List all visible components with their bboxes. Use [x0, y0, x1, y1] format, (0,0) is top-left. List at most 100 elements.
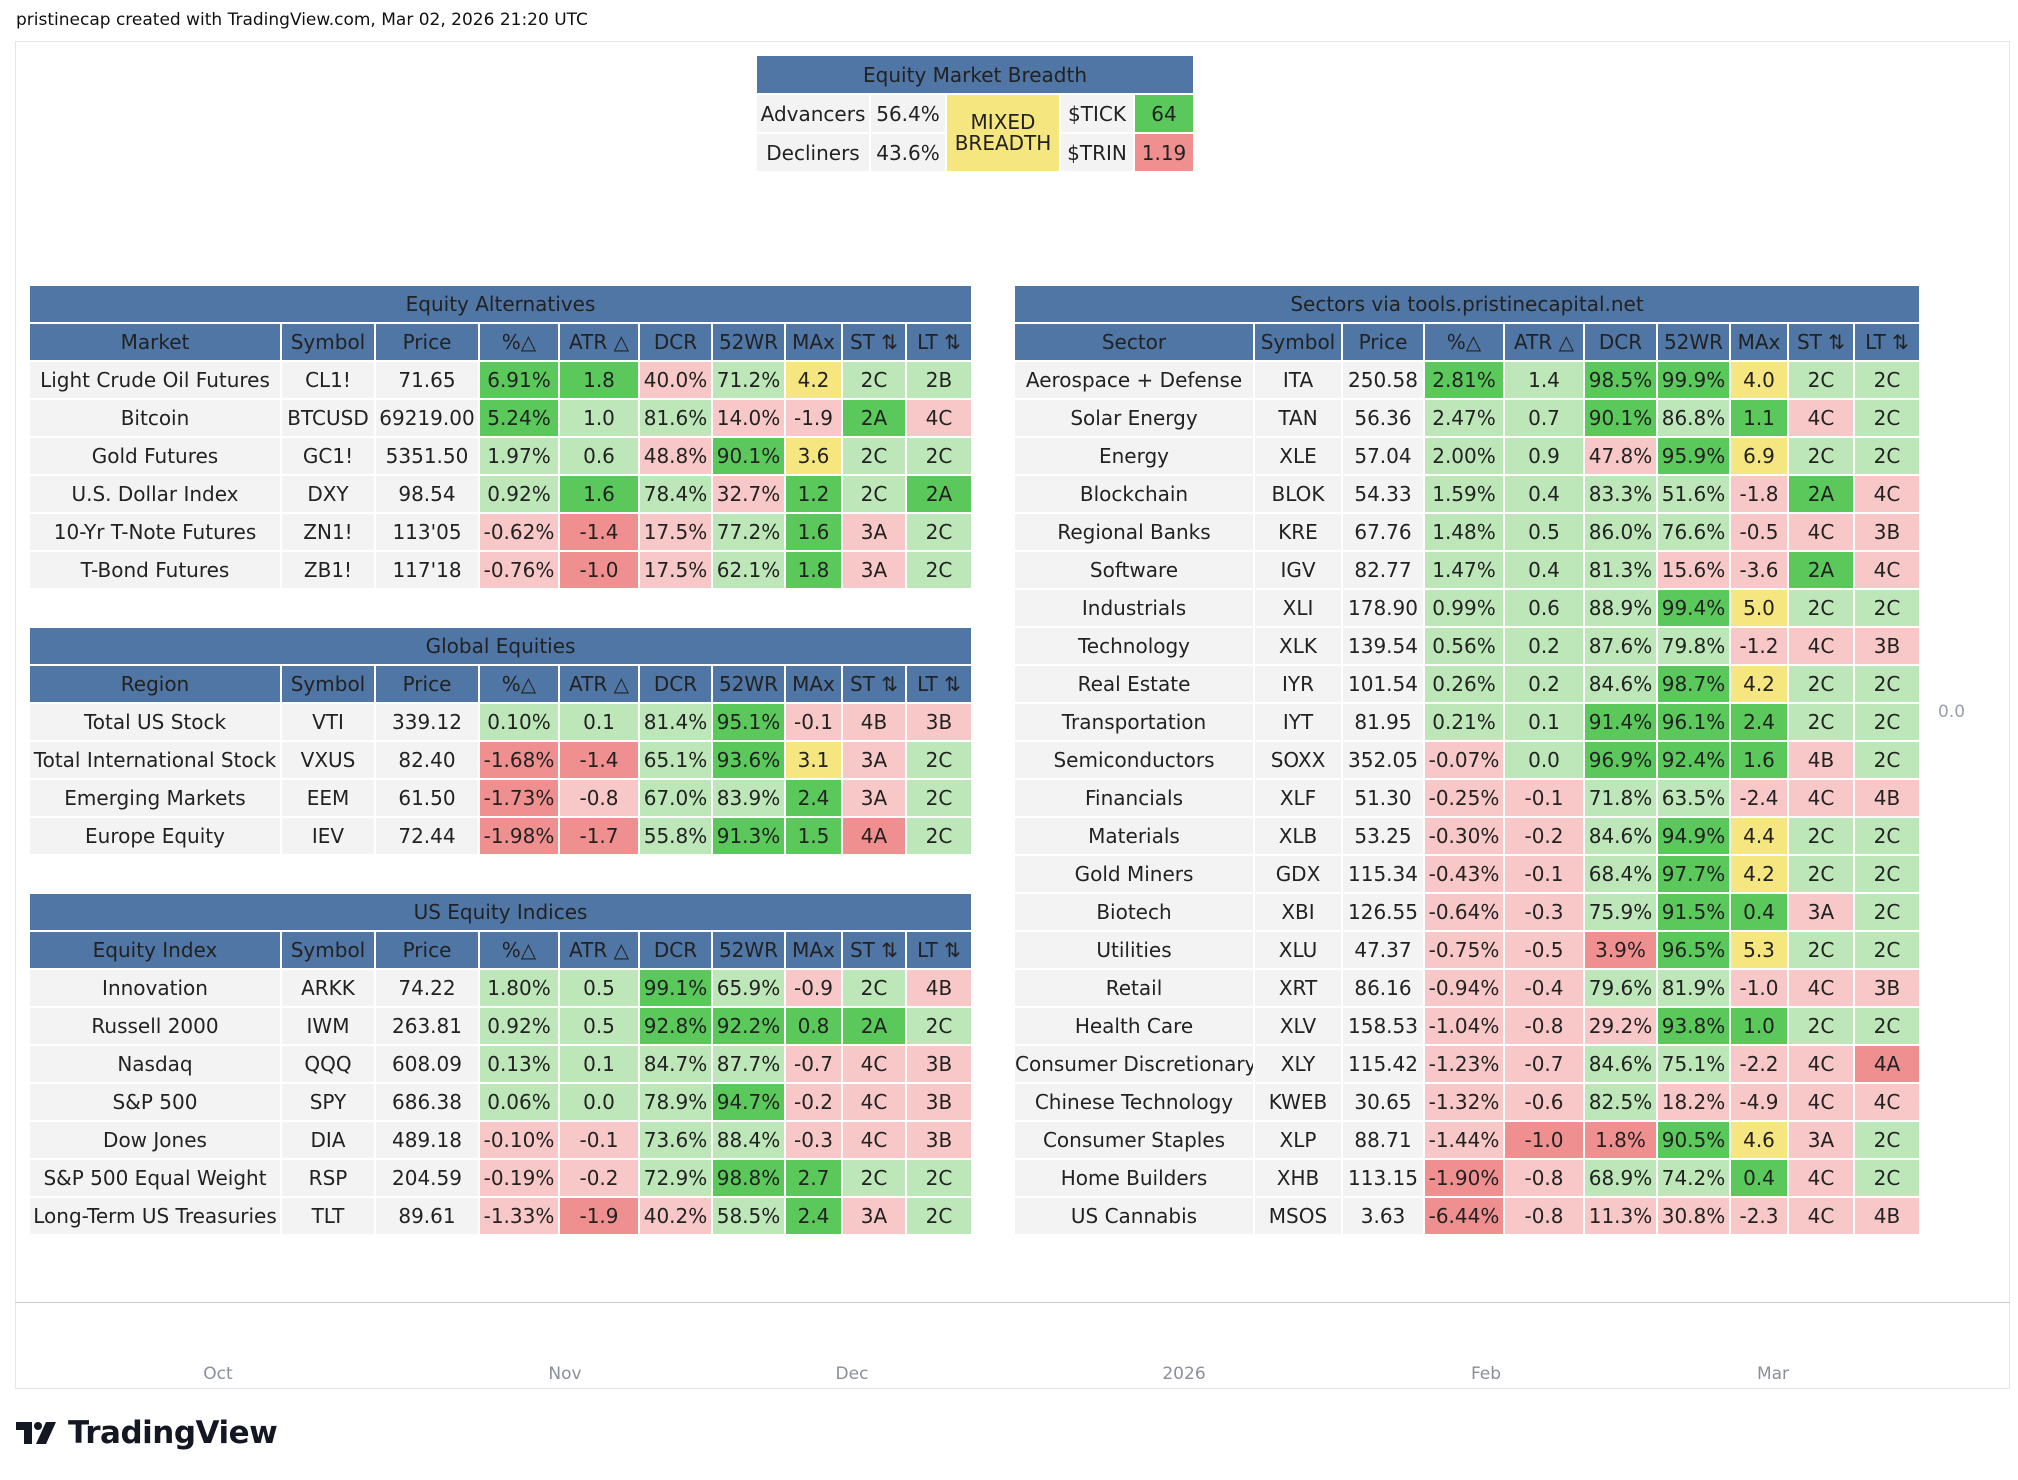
52wr-cell: 97.7%	[1656, 854, 1731, 894]
table-row: Utilities XLU 47.37 -0.75% -0.5 3.9% 96.5% 5.3 2…	[1013, 930, 1922, 970]
atr-change-cell: -0.1	[1503, 854, 1585, 894]
table-row: Long-Term US Treasuries TLT 89.61 -1.33% -1.…	[28, 1196, 974, 1236]
column-header: LT ⇅	[1852, 322, 1922, 362]
52wr-cell: 93.6%	[711, 740, 786, 780]
time-axis-label: 2026	[1162, 1364, 1206, 1384]
52wr-cell: 15.6%	[1656, 550, 1731, 590]
symbol-cell: TAN	[1253, 398, 1343, 438]
pct-change-cell: 2.00%	[1423, 436, 1505, 476]
lt-cell: 4C	[1852, 1082, 1922, 1122]
dcr-cell: 91.4%	[1583, 702, 1658, 742]
tradingview-logo-text: TradingView	[68, 1415, 278, 1451]
equity-alternatives-global-us-indices-table: Equity Alternatives Market Symbol Price %△ AT…	[27, 284, 974, 1236]
table-row: Regional Banks KRE 67.76 1.48% 0.5 86.0% 76.6%…	[1013, 512, 1922, 552]
lt-cell: 2C	[1852, 702, 1922, 742]
atr-change-cell: 1.8	[558, 360, 640, 400]
st-cell: 2C	[1787, 1006, 1855, 1046]
lt-cell: 4B	[904, 968, 974, 1008]
st-cell: 2A	[1787, 474, 1855, 514]
atr-change-cell: -1.4	[558, 512, 640, 552]
name-cell: Emerging Markets	[28, 778, 282, 818]
table-row: Europe Equity IEV 72.44 -1.98% -1.7 55.8% 91.3…	[28, 816, 974, 856]
pct-change-cell: 2.81%	[1423, 360, 1505, 400]
max-cell: 4.0	[1729, 360, 1789, 400]
symbol-cell: XLY	[1253, 1044, 1343, 1084]
table-row: Transportation IYT 81.95 0.21% 0.1 91.4% 96.1%…	[1013, 702, 1922, 742]
lt-cell: 3B	[1852, 968, 1922, 1008]
dcr-cell: 65.1%	[638, 740, 713, 780]
pct-change-cell: -0.76%	[478, 550, 560, 590]
price-cell: 47.37	[1341, 930, 1425, 970]
table-row: Technology XLK 139.54 0.56% 0.2 87.6% 79.8% -1.…	[1013, 626, 1922, 666]
symbol-cell: GDX	[1253, 854, 1343, 894]
table-row: Home Builders XHB 113.15 -1.90% -0.8 68.9% 74.…	[1013, 1158, 1922, 1198]
pct-change-cell: 0.21%	[1423, 702, 1505, 742]
symbol-cell: VXUS	[280, 740, 376, 780]
lt-cell: 2A	[904, 474, 974, 514]
lt-cell: 3B	[1852, 512, 1922, 552]
dcr-cell: 48.8%	[638, 436, 713, 476]
pct-change-cell: 0.56%	[1423, 626, 1505, 666]
tick-value: 64	[1132, 93, 1196, 134]
price-cell: 113.15	[1341, 1158, 1425, 1198]
time-axis-line	[15, 1302, 2010, 1303]
column-header: DCR	[638, 930, 713, 970]
price-cell: 72.44	[374, 816, 480, 856]
table-title: US Equity Indices	[27, 892, 974, 932]
lt-cell: 2C	[904, 1006, 974, 1046]
pct-change-cell: 0.99%	[1423, 588, 1505, 628]
price-cell: 86.16	[1341, 968, 1425, 1008]
table-row: Emerging Markets EEM 61.50 -1.73% -0.8 67.0% 8…	[28, 778, 974, 818]
symbol-cell: TLT	[280, 1196, 376, 1236]
name-cell: Software	[1013, 550, 1255, 590]
atr-change-cell: -1.7	[558, 816, 640, 856]
atr-change-cell: -0.7	[1503, 1044, 1585, 1084]
symbol-cell: BTCUSD	[280, 398, 376, 438]
52wr-cell: 83.9%	[711, 778, 786, 818]
52wr-cell: 94.7%	[711, 1082, 786, 1122]
price-cell: 204.59	[374, 1158, 480, 1198]
atr-change-cell: 0.6	[558, 436, 640, 476]
52wr-cell: 71.2%	[711, 360, 786, 400]
lt-cell: 3B	[904, 1082, 974, 1122]
column-header: LT ⇅	[904, 664, 974, 704]
lt-cell: 2C	[1852, 854, 1922, 894]
atr-change-cell: 1.4	[1503, 360, 1585, 400]
st-cell: 4A	[841, 816, 907, 856]
breadth-title: Equity Market Breadth	[754, 54, 1196, 95]
52wr-cell: 63.5%	[1656, 778, 1731, 818]
name-cell: Financials	[1013, 778, 1255, 818]
lt-cell: 2C	[1852, 398, 1922, 438]
name-cell: Industrials	[1013, 588, 1255, 628]
name-cell: Home Builders	[1013, 1158, 1255, 1198]
tradingview-logo[interactable]: TradingView	[16, 1415, 278, 1451]
table-row: T-Bond Futures ZB1! 117'18 -0.76% -1.0 17.5% 6…	[28, 550, 974, 590]
st-cell: 4C	[1787, 968, 1855, 1008]
column-header: ATR △	[1503, 322, 1585, 362]
dcr-cell: 29.2%	[1583, 1006, 1658, 1046]
name-cell: Consumer Staples	[1013, 1120, 1255, 1160]
price-cell: 250.58	[1341, 360, 1425, 400]
name-cell: Innovation	[28, 968, 282, 1008]
dcr-cell: 88.9%	[1583, 588, 1658, 628]
lt-cell: 2C	[1852, 360, 1922, 400]
name-cell: Bitcoin	[28, 398, 282, 438]
atr-change-cell: -0.8	[1503, 1158, 1585, 1198]
chart-area[interactable]	[15, 41, 2010, 1389]
dcr-cell: 84.6%	[1583, 816, 1658, 856]
symbol-cell: XLF	[1253, 778, 1343, 818]
name-cell: Total US Stock	[28, 702, 282, 742]
name-cell: Long-Term US Treasuries	[28, 1196, 282, 1236]
st-cell: 4B	[841, 702, 907, 742]
dcr-cell: 72.9%	[638, 1158, 713, 1198]
name-cell: Retail	[1013, 968, 1255, 1008]
name-cell: Europe Equity	[28, 816, 282, 856]
pct-change-cell: -0.30%	[1423, 816, 1505, 856]
max-cell: 2.4	[1729, 702, 1789, 742]
lt-cell: 2C	[1852, 816, 1922, 856]
max-cell: 5.3	[1729, 930, 1789, 970]
symbol-cell: GC1!	[280, 436, 376, 476]
dcr-cell: 40.2%	[638, 1196, 713, 1236]
column-header: DCR	[638, 664, 713, 704]
max-cell: 1.2	[784, 474, 843, 514]
